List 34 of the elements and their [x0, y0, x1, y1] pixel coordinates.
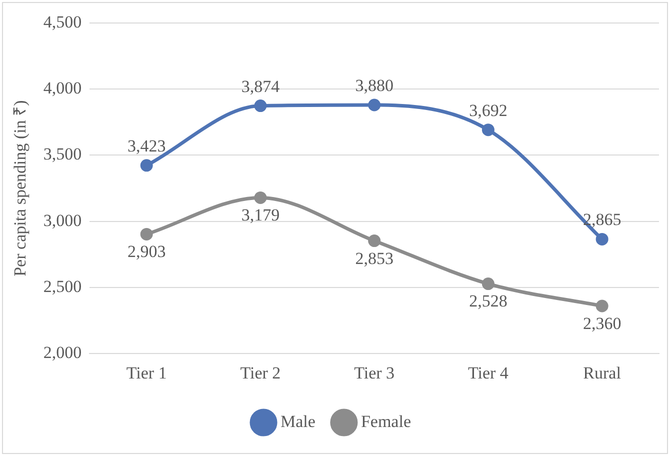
y-tick-label: 2,500	[43, 276, 82, 296]
data-label: 2,903	[127, 242, 166, 262]
y-axis-title: Per capita spending (in ₹)	[10, 100, 30, 276]
data-label: 3,423	[127, 136, 166, 156]
point	[368, 234, 381, 248]
y-tick-label: 4,500	[43, 12, 82, 32]
y-tick-label: 3,000	[43, 210, 82, 230]
data-label: 2,865	[582, 210, 622, 230]
point	[482, 278, 494, 290]
y-tick-label: 2,000	[43, 343, 82, 362]
x-tick-label: Tier 4	[468, 363, 509, 382]
data-label: 3,880	[355, 76, 394, 95]
y-tick-label: 4,000	[43, 78, 82, 98]
data-label: 2,853	[355, 248, 394, 268]
point	[140, 228, 153, 240]
data-label: 2,528	[469, 292, 508, 311]
x-tick-label: Tier 3	[354, 363, 395, 382]
y-tick-label: 3,500	[43, 144, 82, 164]
point	[482, 124, 494, 136]
legend-label: Male	[280, 412, 316, 431]
point	[140, 159, 153, 172]
data-label: 3,692	[469, 100, 508, 120]
point	[254, 100, 267, 112]
point	[596, 300, 608, 312]
legend-label: Female	[360, 412, 411, 431]
point	[254, 191, 267, 204]
x-tick-label: Rural	[583, 363, 622, 382]
data-label: 2,360	[582, 314, 622, 333]
point	[368, 98, 381, 112]
x-tick-label: Tier 2	[240, 363, 281, 382]
data-label: 3,874	[241, 76, 280, 96]
x-tick-label: Tier 1	[126, 363, 167, 382]
point	[596, 232, 608, 246]
data-label: 3,179	[241, 206, 280, 225]
